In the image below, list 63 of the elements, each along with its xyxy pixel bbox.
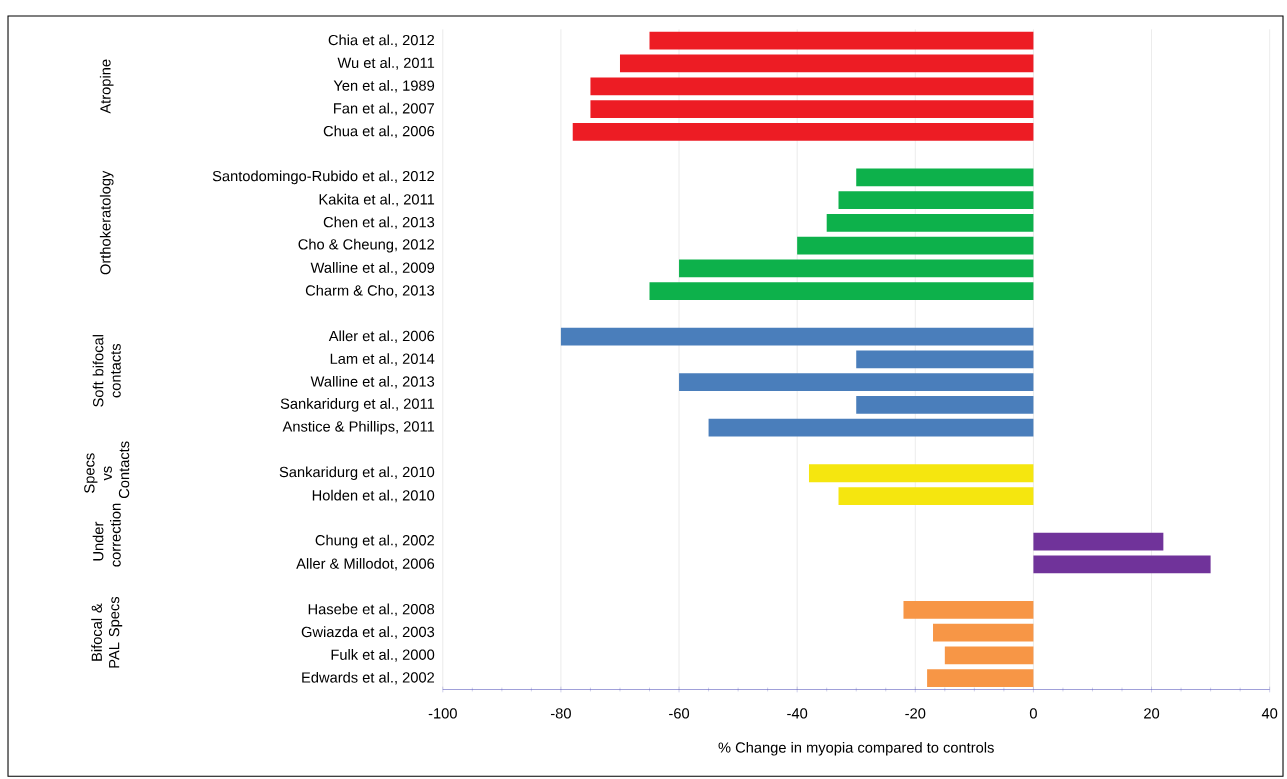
- x-tick-label: -40: [787, 708, 808, 719]
- y-tick-label: Anstice & Phillips, 2011: [282, 420, 435, 435]
- x-tick-label: 0: [1029, 708, 1037, 719]
- y-tick-label: Aller et al., 2006: [328, 330, 435, 343]
- bar: [927, 669, 1034, 688]
- y-tick-label: Aller & Millodot, 2006: [296, 558, 435, 571]
- y-tick-label: Charm & Cho, 2013: [305, 284, 435, 298]
- y-tick-label: Sankaridurg et al., 2010: [279, 466, 435, 481]
- bar: [649, 31, 1034, 50]
- y-tick-label: Edwards et al., 2002: [302, 671, 435, 685]
- x-tick-label: -60: [669, 708, 690, 719]
- bar: [619, 54, 1034, 73]
- y-tick-label: Yen et al., 1989: [333, 80, 435, 93]
- y-tick-label: Kakita et al., 2011: [319, 193, 435, 207]
- text: Bifocal & PAL Specs: [91, 597, 123, 668]
- bar: [1033, 532, 1164, 551]
- y-tick-label: Chia et al., 2012: [328, 34, 435, 48]
- text: Under correction: [92, 503, 121, 567]
- y-tick-label: Cho & Cheung, 2012: [298, 238, 435, 253]
- bar: [903, 601, 1034, 619]
- y-tick-label: Hasebe et al., 2008: [308, 603, 435, 617]
- y-tick-label: Walline et al., 2009: [310, 262, 435, 275]
- text: Specs vs Contacts: [84, 441, 130, 499]
- y-tick-label: Fulk et al., 2000: [331, 649, 435, 662]
- bar: [856, 350, 1034, 369]
- bar: [797, 236, 1034, 255]
- bar: [1033, 555, 1211, 574]
- bar: [856, 168, 1034, 187]
- y-tick-label: Santodomingo-Rubido et al., 2012: [212, 170, 435, 185]
- y-tick-label: Holden et al., 2010: [312, 489, 435, 503]
- y-tick-label: Gwiazda et al., 2003: [301, 626, 435, 639]
- x-tick-label: 40: [1261, 708, 1278, 719]
- x-tick-label: -100: [428, 708, 457, 719]
- y-tick-label: Sankaridurg et al., 2011: [280, 398, 435, 412]
- x-tick-label: -80: [550, 708, 571, 719]
- bar: [856, 396, 1034, 414]
- y-tick-label: Walline et al., 2013: [310, 376, 435, 389]
- y-tick-label: Fan et al., 2007: [334, 102, 435, 116]
- y-tick-label: Lam et al., 2014: [330, 353, 435, 366]
- x-tick-label: -20: [905, 708, 926, 719]
- bar: [679, 259, 1034, 278]
- bar: [838, 487, 1034, 505]
- bar: [708, 418, 1034, 437]
- y-tick-label: Chung et al., 2002: [315, 534, 435, 549]
- bar: [560, 327, 1034, 346]
- text: Orthokeratology: [99, 170, 114, 275]
- text: Soft bifocal contacts: [92, 335, 121, 407]
- bar: [944, 646, 1034, 665]
- bar: [826, 214, 1034, 232]
- y-tick-label: Chen et al., 2013: [323, 216, 435, 230]
- y-tick-label: Wu et al., 2011: [337, 57, 435, 70]
- x-tick-label: 20: [1144, 708, 1160, 719]
- text: Atropine: [99, 59, 114, 114]
- bar: [590, 77, 1034, 96]
- x-axis-title: % Change in myopia compared to controls: [718, 742, 994, 756]
- bar: [572, 122, 1034, 141]
- bar: [808, 464, 1034, 483]
- bar: [649, 282, 1034, 301]
- bar: [590, 100, 1034, 118]
- bar: [933, 623, 1034, 642]
- y-tick-label: Chua et al., 2006: [323, 125, 435, 139]
- bar: [838, 191, 1034, 210]
- bar: [679, 373, 1034, 392]
